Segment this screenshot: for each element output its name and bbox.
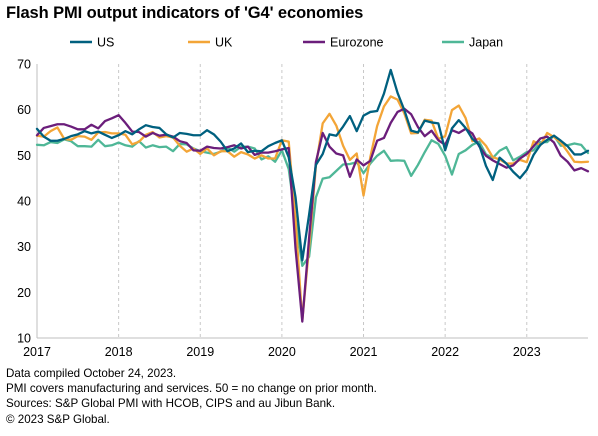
footnote-sources: Sources: S&P Global PMI with HCOB, CIPS …: [6, 397, 336, 411]
y-tick-label: 10: [17, 332, 31, 346]
series-line-eurozone: [35, 107, 590, 323]
series-line-japan: [35, 134, 590, 268]
footnote-date: Data compiled October 24, 2023.: [6, 367, 177, 380]
legend-label-eurozone: Eurozone: [330, 36, 384, 50]
series-layer: [35, 68, 590, 323]
y-tick-label: 20: [17, 286, 31, 300]
x-tick-label: 2023: [513, 345, 541, 359]
x-tick-label: 2018: [105, 345, 133, 359]
x-tick-label: 2020: [268, 345, 296, 359]
x-tick-label: 2017: [23, 345, 51, 359]
footnotes: Data compiled October 24, 2023. PMI cove…: [6, 366, 377, 427]
y-tick-label: 30: [17, 240, 31, 254]
x-tick-label: 2021: [350, 345, 378, 359]
footnote-coverage: PMI covers manufacturing and services. 5…: [6, 382, 377, 396]
legend: US UK Eurozone Japan: [70, 36, 503, 50]
grid-layer: [36, 64, 528, 338]
y-tick-label: 60: [17, 103, 31, 117]
legend-label-japan: Japan: [469, 36, 503, 50]
chart-title: Flash PMI output indicators of 'G4' econ…: [6, 4, 364, 22]
y-tick-label: 70: [17, 58, 31, 72]
footnote-copyright: © 2023 S&P Global.: [6, 412, 110, 426]
x-tick-label: 2019: [186, 345, 214, 359]
series-line-us: [35, 68, 590, 262]
y-tick-label: 40: [17, 195, 31, 209]
y-tick-label: 50: [17, 149, 31, 163]
legend-label-uk: UK: [215, 36, 233, 50]
legend-label-us: US: [97, 36, 114, 50]
axis-layer: 2017 2018 2019 2020 2021 2022 2023 10 20 30 40 50 60…: [17, 58, 588, 359]
x-tick-label: 2022: [431, 345, 459, 359]
